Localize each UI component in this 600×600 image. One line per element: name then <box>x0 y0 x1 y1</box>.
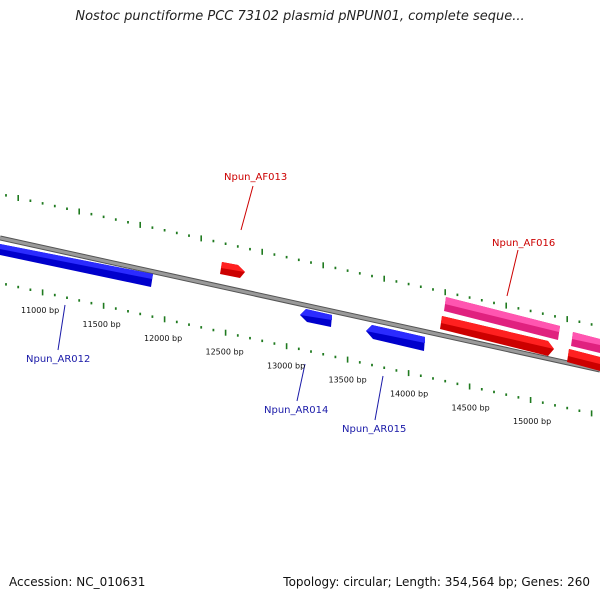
gene-af017[interactable] <box>567 349 600 371</box>
outer-tick-track <box>5 194 593 326</box>
topology-summary: Topology: circular; Length: 354,564 bp; … <box>283 575 590 589</box>
scale-label: 12000 bp <box>144 334 182 343</box>
gene-ar015[interactable] <box>366 325 425 351</box>
gene-label-ar014[interactable]: Npun_AR014 <box>264 405 328 416</box>
gene-label-ar015[interactable]: Npun_AR015 <box>342 424 406 435</box>
callout-line-ar012 <box>57 304 66 351</box>
gene-af016[interactable] <box>440 316 554 356</box>
gene-label-af013[interactable]: Npun_AF013 <box>224 172 287 183</box>
gene-ar012[interactable] <box>0 244 153 287</box>
gene-af016-pseudo[interactable] <box>444 297 560 340</box>
scale-label: 13500 bp <box>329 376 367 385</box>
gene-af017-pseudo[interactable] <box>571 332 600 353</box>
inner-tick-track <box>5 283 593 417</box>
scale-label: 14500 bp <box>452 403 490 412</box>
gene-label-af016[interactable]: Npun_AF016 <box>492 238 555 249</box>
gene-ar014[interactable] <box>300 309 332 327</box>
gene-label-ar012[interactable]: Npun_AR012 <box>26 354 90 365</box>
scale-labels: 11000 bp 11500 bp 12000 bp 12500 bp 13000 bp… <box>21 306 551 426</box>
callout-line-ar014 <box>296 363 306 402</box>
scale-label: 11000 bp <box>21 306 59 315</box>
gene-af013[interactable] <box>220 262 245 278</box>
scale-label: 14000 bp <box>390 389 428 398</box>
scale-label: 12500 bp <box>206 348 244 357</box>
scale-label: 11500 bp <box>83 320 121 329</box>
backbone-line <box>0 235 600 373</box>
scale-label: 15000 bp <box>513 417 551 426</box>
accession-text: Accession: NC_010631 <box>9 575 146 589</box>
callout-line-af013 <box>240 185 254 231</box>
scale-label: 13000 bp <box>267 362 305 371</box>
map-title: Nostoc punctiforme PCC 73102 plasmid pNP… <box>75 9 525 24</box>
callout-line-ar015 <box>374 375 384 421</box>
callout-line-af016 <box>506 249 519 297</box>
